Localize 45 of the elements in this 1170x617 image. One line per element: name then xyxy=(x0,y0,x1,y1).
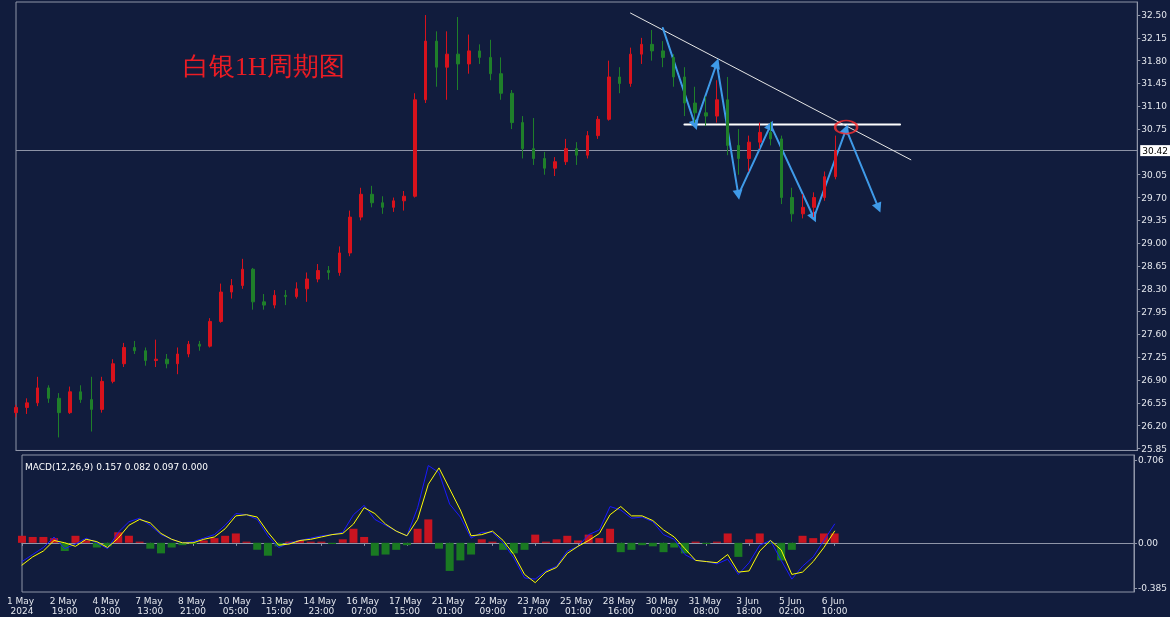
y-tick-label: 27.60 xyxy=(1141,329,1168,340)
y-tick-label: 27.95 xyxy=(1141,306,1167,317)
x-tick-label: 2 May 19:00 xyxy=(49,596,80,616)
y-tick-label: 31.45 xyxy=(1141,78,1167,89)
y-tick-label: 30.05 xyxy=(1141,169,1167,180)
text: 白银1H周期图 xyxy=(183,51,345,81)
y-tick-label: 25.85 xyxy=(1141,443,1167,454)
x-tick-label: 10 May 05:00 xyxy=(217,596,254,616)
y-tick-label: 28.65 xyxy=(1141,260,1167,271)
y-tick-label: 26.90 xyxy=(1141,375,1168,386)
x-tick-label: 7 May 13:00 xyxy=(135,596,166,616)
x-tick-label: 14 May 23:00 xyxy=(303,596,340,616)
x-tick-label: 3 Jun 18:00 xyxy=(736,596,763,616)
x-tick-label: 31 May 08:00 xyxy=(688,596,725,616)
y-tick-label: 32.15 xyxy=(1141,32,1167,43)
x-tick-label: 25 May 01:00 xyxy=(560,596,596,616)
y-tick-label: -0.385 xyxy=(1137,582,1167,593)
x-tick-label: 16 May 07:00 xyxy=(346,596,383,616)
y-tick-label: 26.55 xyxy=(1141,397,1167,408)
y-tick-label: 29.70 xyxy=(1141,192,1168,203)
x-tick-label: 5 Jun 02:00 xyxy=(778,596,806,616)
y-tick-label: 0.00 xyxy=(1137,537,1159,548)
y-tick-label: 31.10 xyxy=(1141,101,1168,112)
x-tick-label: 30 May 00:00 xyxy=(645,596,682,616)
y-tick-label: 30.75 xyxy=(1141,124,1167,135)
x-tick-label: 1 May 2024 xyxy=(6,596,38,616)
ref-line-label: 30.42 xyxy=(1142,145,1168,156)
x-tick-label: 21 May 01:00 xyxy=(431,596,468,616)
x-tick-label: 17 May 15:00 xyxy=(389,596,425,616)
y-tick-label: 31.80 xyxy=(1141,55,1168,66)
y-tick-label: 0.706 xyxy=(1137,455,1165,466)
y-tick-label: 27.25 xyxy=(1141,352,1167,363)
y-tick-label: 29.35 xyxy=(1141,215,1167,226)
y-tick-label: 28.30 xyxy=(1141,283,1168,294)
x-tick-label: 28 May 16:00 xyxy=(602,596,639,616)
x-tick-label: 6 Jun 10:00 xyxy=(821,596,848,616)
x-tick-label: 8 May 21:00 xyxy=(178,596,209,616)
x-tick-label: 23 May 17:00 xyxy=(517,596,554,616)
y-tick-label: 29.00 xyxy=(1141,238,1168,249)
x-tick-label: 4 May 03:00 xyxy=(92,596,123,616)
x-tick-label: 22 May 09:00 xyxy=(474,596,511,616)
y-tick-label: 32.50 xyxy=(1141,10,1168,21)
text: MACD(12,26,9) 0.157 0.082 0.097 0.000 xyxy=(25,461,209,472)
y-tick-label: 26.20 xyxy=(1141,420,1168,431)
x-tick-label: 13 May 15:00 xyxy=(260,596,297,616)
